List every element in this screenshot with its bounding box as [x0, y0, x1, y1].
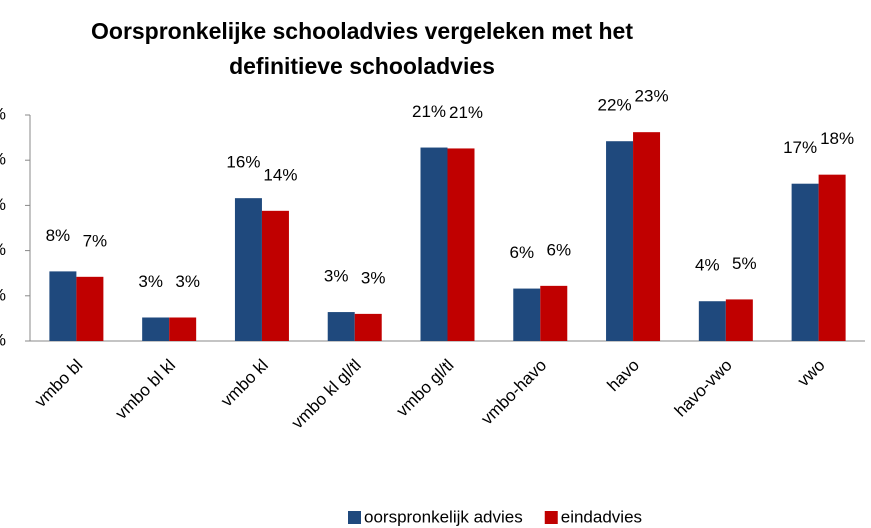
bar	[818, 174, 846, 341]
bar	[49, 271, 77, 341]
value-label: 23%	[635, 87, 669, 106]
bar	[76, 276, 104, 341]
value-label: 18%	[820, 129, 854, 148]
value-label: 21%	[449, 103, 483, 122]
x-tick-label: vmbo-havo	[477, 356, 550, 429]
x-tick-label: vmbo bl	[31, 356, 87, 412]
value-label: 3%	[361, 268, 386, 287]
bar	[725, 299, 753, 341]
bar	[327, 312, 355, 341]
y-tick-label: 5%	[0, 285, 6, 304]
value-label: 5%	[732, 254, 757, 273]
legend-label: eindadvies	[561, 507, 642, 526]
x-tick-label: vmbo kl gl/tl	[288, 356, 365, 433]
bar	[540, 285, 568, 341]
bar	[698, 301, 726, 341]
legend-swatch	[544, 511, 558, 524]
bar	[420, 147, 448, 341]
x-tick-label: vmbo kl	[217, 356, 272, 411]
y-tick-label: 0%	[0, 330, 6, 349]
bar	[513, 288, 541, 341]
value-label: 6%	[509, 243, 534, 262]
x-tick-label: vmbo bl kl	[112, 356, 180, 424]
legend-label: oorspronkelijk advies	[364, 507, 523, 526]
value-label: 6%	[546, 240, 571, 259]
value-label: 22%	[598, 96, 632, 115]
y-tick-label: 25%	[0, 104, 6, 123]
value-label: 3%	[138, 272, 163, 291]
legend-swatch	[348, 511, 361, 524]
x-tick-label: havo	[604, 356, 644, 396]
bar	[791, 183, 819, 341]
bar	[142, 317, 170, 341]
y-tick-label: 15%	[0, 195, 6, 214]
bar	[234, 198, 262, 341]
bar	[354, 313, 382, 341]
bar	[447, 148, 475, 341]
x-tick-label: vwo	[794, 356, 829, 391]
bar	[633, 132, 661, 341]
chart-title: Oorspronkelijke schooladvies vergeleken …	[91, 18, 633, 44]
value-label: 8%	[46, 226, 71, 245]
value-label: 3%	[324, 267, 349, 286]
bar	[606, 141, 634, 341]
value-label: 21%	[412, 102, 446, 121]
value-label: 4%	[695, 256, 720, 275]
y-tick-label: 10%	[0, 240, 6, 259]
y-tick-label: 20%	[0, 150, 6, 169]
value-label: 7%	[83, 231, 108, 250]
x-tick-label: havo-vwo	[671, 356, 736, 421]
bar	[169, 317, 197, 341]
value-label: 14%	[263, 165, 297, 184]
chart-title: definitieve schooladvies	[229, 53, 495, 79]
value-label: 17%	[783, 138, 817, 157]
value-label: 3%	[175, 272, 200, 291]
value-label: 16%	[226, 153, 260, 172]
bar	[261, 210, 289, 341]
x-tick-label: vmbo gl/tl	[393, 356, 458, 421]
